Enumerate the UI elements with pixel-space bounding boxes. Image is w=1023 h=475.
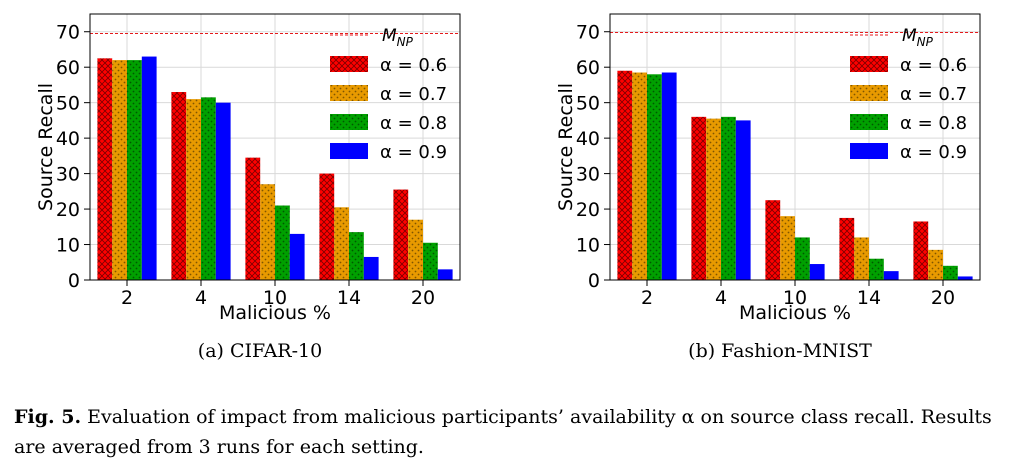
legend-swatch <box>850 85 888 101</box>
bar-09-14 <box>363 256 379 280</box>
bar-09-14 <box>883 271 899 280</box>
bar-08-20 <box>943 265 958 280</box>
bar-07-4 <box>186 99 201 281</box>
y-tick-label: 60 <box>56 57 80 79</box>
bar-07-4 <box>706 118 721 280</box>
legend-label: α = 0.7 <box>900 84 967 105</box>
x-tick-label: 20 <box>931 287 955 309</box>
bar-07-20 <box>408 219 423 280</box>
y-tick-label: 70 <box>576 22 600 44</box>
legend-label: α = 0.7 <box>380 84 447 105</box>
bar-06-2 <box>97 58 113 281</box>
bar-06-4 <box>171 92 187 280</box>
bar-09-2 <box>141 56 157 281</box>
bar-06-2 <box>617 70 633 280</box>
bar-08-4 <box>201 97 216 280</box>
legend-swatch <box>330 143 368 159</box>
bar-09-10 <box>809 264 825 280</box>
legend-label: α = 0.9 <box>900 142 967 163</box>
bar-08-2 <box>647 74 662 280</box>
legend: MNP α = 0.6 α = 0.7 α = 0.8 α = 0.9 <box>330 26 447 163</box>
y-tick-label: 0 <box>588 270 600 292</box>
x-tick-label: 2 <box>121 287 133 309</box>
subcaption-a: (a) CIFAR-10 <box>197 340 323 362</box>
legend-label-reference: MNP <box>382 26 414 49</box>
bar-07-10 <box>260 184 275 280</box>
chart-cifar10: 0 10 20 30 40 50 60 70 2 4 10 14 20 Malicious % Source… <box>35 13 461 324</box>
y-tick-label: 40 <box>576 128 600 150</box>
y-tick-label: 10 <box>576 235 600 257</box>
x-tick-label: 4 <box>715 287 727 309</box>
bar-08-20 <box>423 242 438 280</box>
bar-09-2 <box>661 72 677 281</box>
bar-08-14 <box>869 258 884 280</box>
legend-label: α = 0.6 <box>900 55 967 76</box>
bar-06-4 <box>691 116 707 280</box>
legend-swatch <box>850 56 888 72</box>
legend-label: α = 0.8 <box>900 113 967 134</box>
legend-swatch <box>330 56 368 72</box>
y-tick-label: 30 <box>56 164 80 186</box>
bar-07-10 <box>780 216 795 280</box>
bar-08-2 <box>127 60 142 281</box>
legend-label-reference: MNP <box>902 26 934 49</box>
subcaption-b: (b) Fashion-MNIST <box>688 340 872 362</box>
x-tick-label: 10 <box>783 287 807 309</box>
bar-06-10 <box>765 200 781 280</box>
legend-swatch <box>850 143 888 159</box>
x-tick-label: 14 <box>337 287 361 309</box>
bar-06-10 <box>245 157 261 280</box>
bar-09-4 <box>735 120 751 281</box>
legend-swatch <box>850 114 888 130</box>
y-axis-label: Source Recall <box>35 83 57 211</box>
legend-label: α = 0.8 <box>380 113 447 134</box>
x-tick-label: 4 <box>195 287 207 309</box>
y-tick-label: 50 <box>576 93 600 115</box>
y-tick-label: 30 <box>576 164 600 186</box>
plot-frame <box>89 13 461 281</box>
x-tick-label: 10 <box>263 287 287 309</box>
x-axis-label: Malicious % <box>219 302 331 324</box>
x-tick-label: 2 <box>641 287 653 309</box>
bar-06-20 <box>913 221 929 280</box>
bar-07-20 <box>928 249 943 280</box>
bar-09-4 <box>215 102 231 281</box>
bar-08-10 <box>795 237 810 280</box>
bar-07-14 <box>334 207 349 280</box>
bar-06-14 <box>839 217 855 280</box>
y-tick-label: 70 <box>56 22 80 44</box>
caption-text: Evaluation of impact from malicious part… <box>14 406 992 458</box>
legend-label: α = 0.9 <box>380 142 447 163</box>
bar-07-2 <box>632 72 647 281</box>
legend-label: α = 0.6 <box>380 55 447 76</box>
y-tick-label: 40 <box>56 128 80 150</box>
x-tick-label: 14 <box>857 287 881 309</box>
y-axis-label: Source Recall <box>555 83 577 211</box>
legend-swatch <box>330 114 368 130</box>
y-tick-label: 20 <box>576 199 600 221</box>
chart-fashion-mnist: 0 10 20 30 40 50 60 70 2 4 10 14 20 Malicious % Source… <box>555 13 981 324</box>
bar-09-10 <box>289 233 305 280</box>
caption-label: Fig. 5. <box>14 406 82 428</box>
bar-06-20 <box>393 189 409 280</box>
y-tick-label: 0 <box>68 270 80 292</box>
bar-08-14 <box>349 232 364 280</box>
bar-09-20 <box>957 276 973 280</box>
y-tick-label: 60 <box>576 57 600 79</box>
bar-06-14 <box>319 173 335 280</box>
y-tick-label: 20 <box>56 199 80 221</box>
y-tick-label: 50 <box>56 93 80 115</box>
bar-08-4 <box>721 116 736 280</box>
bar-07-2 <box>112 60 127 281</box>
legend: MNP α = 0.6 α = 0.7 α = 0.8 α = 0.9 <box>850 26 967 163</box>
plot-frame <box>609 13 981 281</box>
bar-09-20 <box>437 269 453 280</box>
bar-07-14 <box>854 237 869 280</box>
y-tick-label: 10 <box>56 235 80 257</box>
bar-08-10 <box>275 205 290 280</box>
legend-swatch <box>330 85 368 101</box>
x-axis-label: Malicious % <box>739 302 851 324</box>
x-tick-label: 20 <box>411 287 435 309</box>
figure-caption: Fig. 5. Evaluation of impact from malici… <box>14 402 1014 462</box>
